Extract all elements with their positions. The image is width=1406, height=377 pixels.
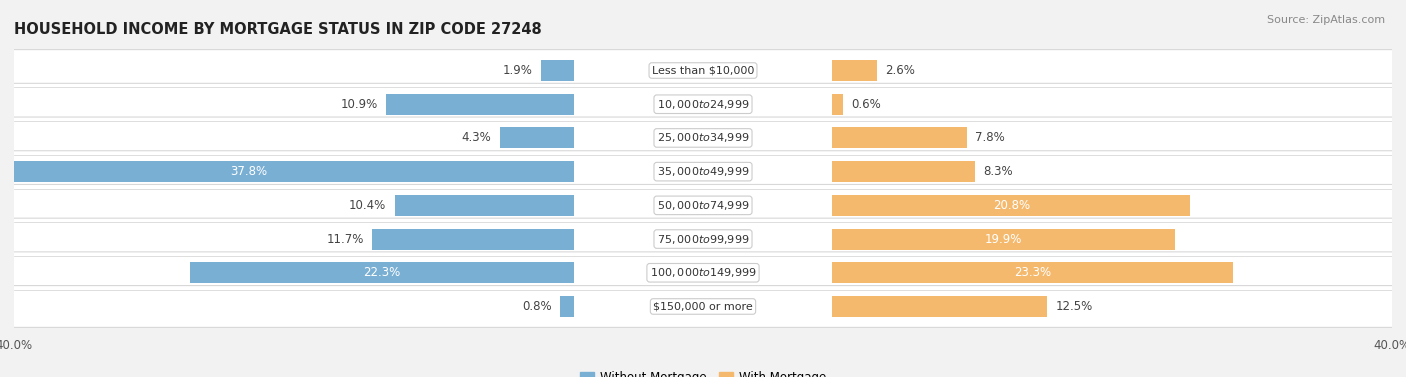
Bar xyxy=(373,228,574,250)
FancyBboxPatch shape xyxy=(3,286,1403,327)
Text: 4.3%: 4.3% xyxy=(461,132,491,144)
Bar xyxy=(395,195,574,216)
Bar xyxy=(499,127,574,149)
Text: 0.6%: 0.6% xyxy=(851,98,882,111)
Bar xyxy=(541,60,574,81)
Bar xyxy=(387,94,574,115)
Text: 8.3%: 8.3% xyxy=(984,165,1014,178)
Text: Less than $10,000: Less than $10,000 xyxy=(652,66,754,75)
Text: 22.3%: 22.3% xyxy=(363,266,401,279)
Text: $10,000 to $24,999: $10,000 to $24,999 xyxy=(657,98,749,111)
Bar xyxy=(832,262,1233,283)
Text: HOUSEHOLD INCOME BY MORTGAGE STATUS IN ZIP CODE 27248: HOUSEHOLD INCOME BY MORTGAGE STATUS IN Z… xyxy=(14,22,541,37)
Text: $35,000 to $49,999: $35,000 to $49,999 xyxy=(657,165,749,178)
Bar xyxy=(832,296,1047,317)
Bar xyxy=(832,60,877,81)
Text: 1.9%: 1.9% xyxy=(502,64,533,77)
Text: 23.3%: 23.3% xyxy=(1014,266,1052,279)
Text: Source: ZipAtlas.com: Source: ZipAtlas.com xyxy=(1267,15,1385,25)
Text: 0.8%: 0.8% xyxy=(522,300,551,313)
Text: 10.4%: 10.4% xyxy=(349,199,387,212)
Bar xyxy=(832,195,1191,216)
Bar xyxy=(832,94,842,115)
Text: 7.8%: 7.8% xyxy=(976,132,1005,144)
Bar xyxy=(832,127,966,149)
FancyBboxPatch shape xyxy=(3,184,1403,226)
Legend: Without Mortgage, With Mortgage: Without Mortgage, With Mortgage xyxy=(575,366,831,377)
Text: 20.8%: 20.8% xyxy=(993,199,1029,212)
Text: $100,000 to $149,999: $100,000 to $149,999 xyxy=(650,266,756,279)
Text: $25,000 to $34,999: $25,000 to $34,999 xyxy=(657,132,749,144)
Text: $75,000 to $99,999: $75,000 to $99,999 xyxy=(657,233,749,245)
FancyBboxPatch shape xyxy=(3,151,1403,193)
FancyBboxPatch shape xyxy=(3,218,1403,260)
FancyBboxPatch shape xyxy=(3,252,1403,294)
Text: 37.8%: 37.8% xyxy=(229,165,267,178)
Text: $50,000 to $74,999: $50,000 to $74,999 xyxy=(657,199,749,212)
Bar xyxy=(0,161,574,182)
Text: 10.9%: 10.9% xyxy=(340,98,377,111)
Bar xyxy=(832,228,1175,250)
FancyBboxPatch shape xyxy=(3,50,1403,91)
Text: 12.5%: 12.5% xyxy=(1056,300,1094,313)
Bar xyxy=(190,262,574,283)
FancyBboxPatch shape xyxy=(3,117,1403,159)
FancyBboxPatch shape xyxy=(3,83,1403,125)
Text: 11.7%: 11.7% xyxy=(326,233,364,245)
Text: $150,000 or more: $150,000 or more xyxy=(654,302,752,311)
Text: 19.9%: 19.9% xyxy=(984,233,1022,245)
Bar xyxy=(832,161,976,182)
Bar xyxy=(560,296,574,317)
Text: 2.6%: 2.6% xyxy=(886,64,915,77)
